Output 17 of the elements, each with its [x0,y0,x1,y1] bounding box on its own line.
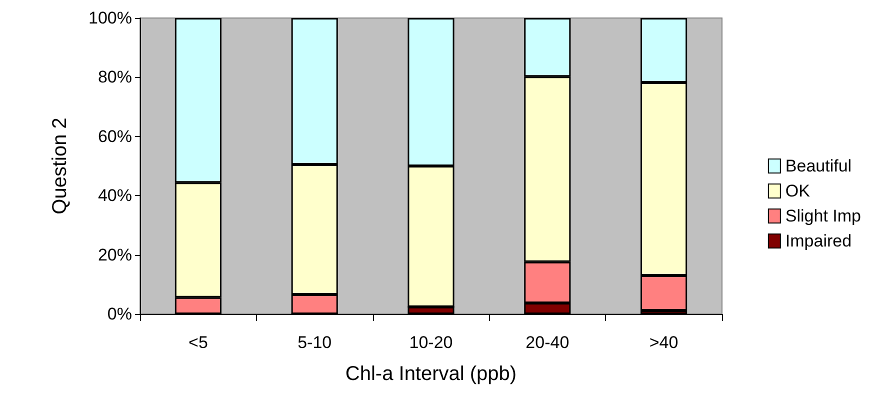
x-tick-label: 20-40 [526,333,570,352]
x-axis-title: Chl-a Interval (ppb) [345,363,517,385]
legend-label: Beautiful [785,156,852,176]
y-tick-label: 60% [98,126,132,146]
y-tick-label: 20% [98,245,132,264]
x-tick-label: 5-10 [298,333,332,352]
x-tick-label: 10-20 [409,333,453,352]
y-tick-label: 100% [88,8,132,28]
legend-label: Slight Imp [785,206,862,226]
y-tick-label: 80% [98,68,132,87]
x-tick-label: >40 [649,333,678,352]
y-tick-label: 0% [107,304,132,324]
legend-label: OK [785,182,811,200]
y-tick-label: 40% [98,186,132,206]
legend-label: Impaired [785,232,852,250]
y-axis-title: Question 2 [49,118,71,214]
x-tick-label: <5 [188,333,208,352]
